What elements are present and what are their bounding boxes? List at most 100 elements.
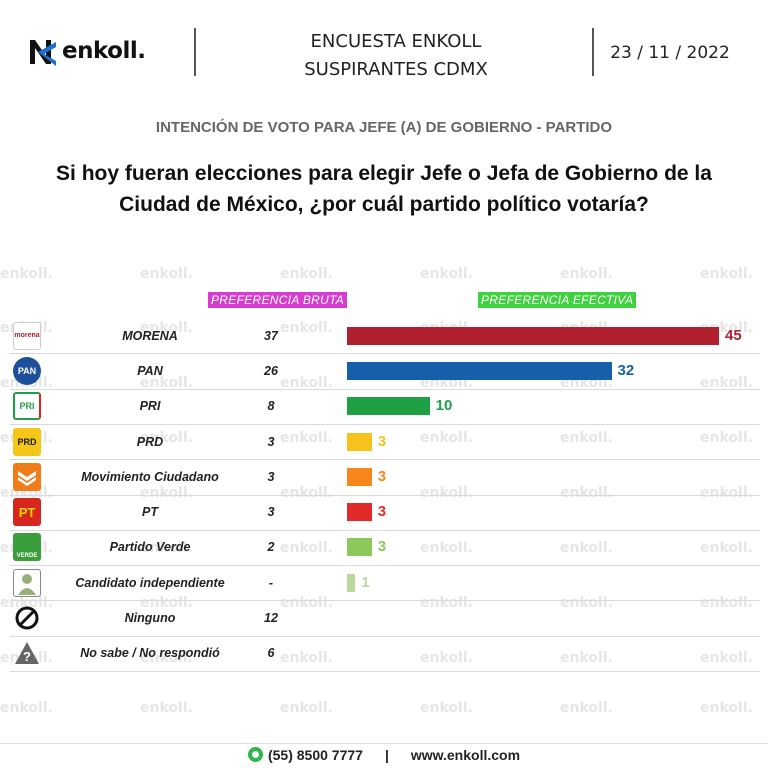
efectiva-value-label: 1 [361, 573, 370, 591]
header-divider-right [592, 28, 594, 76]
bruta-value: 6 [267, 646, 275, 661]
prd-logo-icon: PRD [13, 427, 41, 456]
whatsapp-icon [247, 747, 263, 762]
party-label: MORENA [122, 328, 178, 343]
efectiva-bar [347, 397, 430, 416]
row-divider [10, 388, 760, 390]
watermark-text: enkoll. [700, 540, 753, 556]
row-divider [10, 423, 760, 425]
watermark-text: enkoll. [140, 700, 193, 716]
morena-logo-icon: morena [13, 321, 41, 350]
pri-logo-icon: PRI [13, 392, 41, 421]
footer-website[interactable]: www.enkoll.com [410, 747, 521, 763]
efectiva-value-label: 3 [377, 432, 387, 450]
efectiva-bar [347, 432, 372, 451]
watermark-text: enkoll. [560, 540, 613, 556]
watermark-text: enkoll. [420, 700, 473, 716]
bruta-value: 26 [264, 363, 278, 378]
watermark-text: enkoll. [700, 595, 753, 611]
efectiva-bar [347, 361, 612, 380]
row-divider [10, 494, 760, 496]
efectiva-value-label: 32 [617, 361, 635, 379]
watermark-text: enkoll. [700, 430, 753, 446]
question-line2: Ciudad de México, ¿por cuál partido polí… [119, 193, 649, 216]
watermark-text: enkoll. [140, 485, 193, 501]
bruta-value: 37 [264, 328, 278, 343]
row-divider [10, 635, 760, 637]
question-line1: Si hoy fueran elecciones para elegir Jef… [56, 162, 712, 185]
efectiva-bar [347, 326, 719, 345]
party-label: PT [142, 505, 158, 520]
party-label: Candidato independiente [75, 575, 225, 590]
verde-logo-icon: VERDE [13, 533, 41, 562]
watermark-text: enkoll. [560, 485, 613, 501]
enkoll-logo: enkoll. [28, 36, 146, 66]
svg-text:?: ? [23, 649, 31, 664]
efectiva-value-label: 3 [377, 467, 387, 485]
bruta-value: 3 [267, 469, 275, 484]
efectiva-bar [347, 503, 372, 522]
bruta-value: 12 [264, 611, 278, 626]
efectiva-bar [347, 538, 372, 557]
survey-title: ENCUESTA ENKOLL SUSPIRANTES CDMX [226, 28, 566, 84]
brand-name: enkoll. [62, 38, 146, 64]
column-header-bruta: PREFERENCIA BRUTA [208, 292, 348, 308]
watermark-text: enkoll. [140, 595, 193, 611]
party-label: PRI [139, 399, 161, 414]
party-label: PAN [137, 363, 163, 378]
bruta-value: 3 [267, 434, 275, 449]
watermark-text: enkoll. [560, 650, 613, 666]
party-label: Movimiento Ciudadano [81, 469, 219, 484]
efectiva-bar [347, 467, 372, 486]
row-divider [10, 600, 760, 602]
efectiva-value-label: 45 [725, 326, 742, 344]
efectiva-value-label: 10 [435, 397, 453, 415]
pt-logo-icon: PT [13, 498, 41, 527]
watermark-text: enkoll. [420, 540, 473, 556]
watermark-text: enkoll. [280, 595, 333, 611]
efectiva-value-label: 3 [377, 538, 387, 556]
row-divider [10, 671, 760, 672]
footer-phone: (55) 8500 7777 [267, 747, 363, 763]
party-label: PRD [136, 434, 164, 449]
pan-logo-icon: PAN [13, 356, 41, 385]
party-label: No sabe / No respondió [80, 646, 220, 661]
watermark-text: enkoll. [560, 266, 613, 282]
watermark-text: enkoll. [560, 430, 613, 446]
watermark-text: enkoll. [700, 650, 753, 666]
enkoll-mark-icon [28, 36, 58, 66]
row-divider [10, 459, 760, 461]
watermark-text: enkoll. [420, 485, 473, 501]
question-icon: ? [13, 639, 41, 667]
party-label: Partido Verde [109, 540, 191, 555]
watermark-text: enkoll. [560, 700, 613, 716]
person-icon [13, 568, 41, 597]
row-divider [10, 353, 760, 355]
watermark-text: enkoll. [0, 700, 53, 716]
survey-title-line1: ENCUESTA ENKOLL [310, 31, 482, 52]
party-label: Ninguno [124, 611, 176, 626]
mc-logo-icon [13, 462, 41, 491]
bruta-value: 8 [267, 399, 275, 414]
row-divider [10, 565, 760, 567]
watermark-text: enkoll. [420, 650, 473, 666]
watermark-text: enkoll. [0, 266, 53, 282]
prohibited-icon [13, 604, 41, 632]
bruta-value: 3 [267, 505, 275, 520]
efectiva-bar [347, 573, 356, 592]
survey-date: 23 / 11 / 2022 [610, 43, 730, 63]
watermark-text: enkoll. [700, 700, 753, 716]
chart-subtitle: INTENCIÓN DE VOTO PARA JEFE (A) DE GOBIE… [155, 119, 613, 136]
bruta-value: - [268, 575, 274, 590]
footer-divider [0, 743, 768, 744]
watermark-text: enkoll. [140, 266, 193, 282]
watermark-text: enkoll. [280, 700, 333, 716]
watermark-text: enkoll. [280, 266, 333, 282]
bruta-value: 2 [267, 540, 275, 555]
header-divider-left [194, 28, 196, 76]
footer: (55) 8500 7777 | www.enkoll.com [0, 746, 768, 764]
column-header-efectiva: PREFERENCIA EFECTIVA [478, 292, 637, 308]
watermark-text: enkoll. [700, 266, 753, 282]
efectiva-value-label: 3 [377, 503, 387, 521]
watermark-text: enkoll. [560, 595, 613, 611]
